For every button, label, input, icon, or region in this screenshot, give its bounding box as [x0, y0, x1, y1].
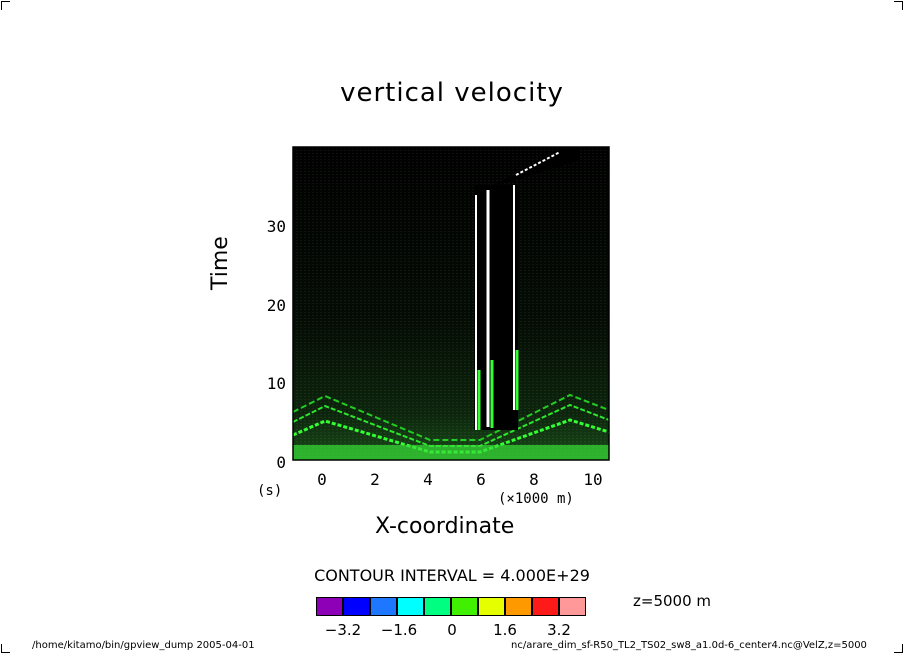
x-axis-label: X-coordinate	[375, 514, 515, 539]
y-tick-label: 10	[266, 374, 286, 393]
corner-mark-bottom-left	[1, 644, 10, 653]
x-axis-units: (×1000 m)	[498, 491, 574, 507]
colorbar-swatch	[505, 597, 532, 616]
footer-right: nc/arare_dim_sf-R50_TL2_TS02_sw8_a1.0d-6…	[511, 640, 867, 651]
colorbar-label: −1.6	[380, 621, 418, 639]
colorbar-label: 1.6	[493, 621, 517, 639]
corner-mark-top-left	[1, 1, 10, 10]
colorbar-label: 3.2	[547, 621, 571, 639]
contour-interval-text: CONTOUR INTERVAL = 4.000E+29	[314, 566, 590, 585]
updraft-region	[474, 185, 518, 430]
colorbar-label: −3.2	[324, 621, 362, 639]
x-tick-label: 2	[370, 470, 380, 489]
colorbar-swatch	[559, 597, 586, 616]
colorbar-swatch	[451, 597, 478, 616]
y-tick-label: 20	[266, 296, 286, 315]
footer-left: /home/kitamo/bin/gpview_dump 2005-04-01	[32, 640, 255, 651]
y-axis-units: (s)	[257, 483, 283, 499]
plot-frame	[292, 146, 610, 461]
contour-plot	[292, 146, 610, 461]
corner-mark-bottom-right	[894, 644, 903, 653]
wavefront-middle	[293, 403, 609, 447]
x-tick-label: 6	[476, 470, 486, 489]
colorbar-swatch	[316, 597, 343, 616]
y-tick-label: 0	[276, 453, 286, 472]
x-tick-label: 0	[317, 470, 327, 489]
level-label: z=5000 m	[633, 592, 711, 610]
corner-mark-top-right	[894, 1, 903, 10]
x-tick-label: 10	[583, 470, 603, 489]
surface-layer	[293, 445, 609, 460]
x-tick-label: 8	[529, 470, 539, 489]
colorbar-swatch	[343, 597, 370, 616]
chart-title: vertical velocity	[340, 78, 564, 108]
updraft-top	[494, 147, 580, 185]
colorbar-label: 0	[447, 621, 457, 639]
colorbar-swatch	[424, 597, 451, 616]
colorbar-swatch	[397, 597, 424, 616]
colorbar-swatch	[478, 597, 505, 616]
colorbar-swatch	[370, 597, 397, 616]
y-tick-label: 30	[266, 217, 286, 236]
x-tick-label: 4	[423, 470, 433, 489]
y-axis-label: Time	[208, 236, 233, 290]
wavefront-outer	[293, 393, 609, 441]
colorbar-swatch	[532, 597, 559, 616]
